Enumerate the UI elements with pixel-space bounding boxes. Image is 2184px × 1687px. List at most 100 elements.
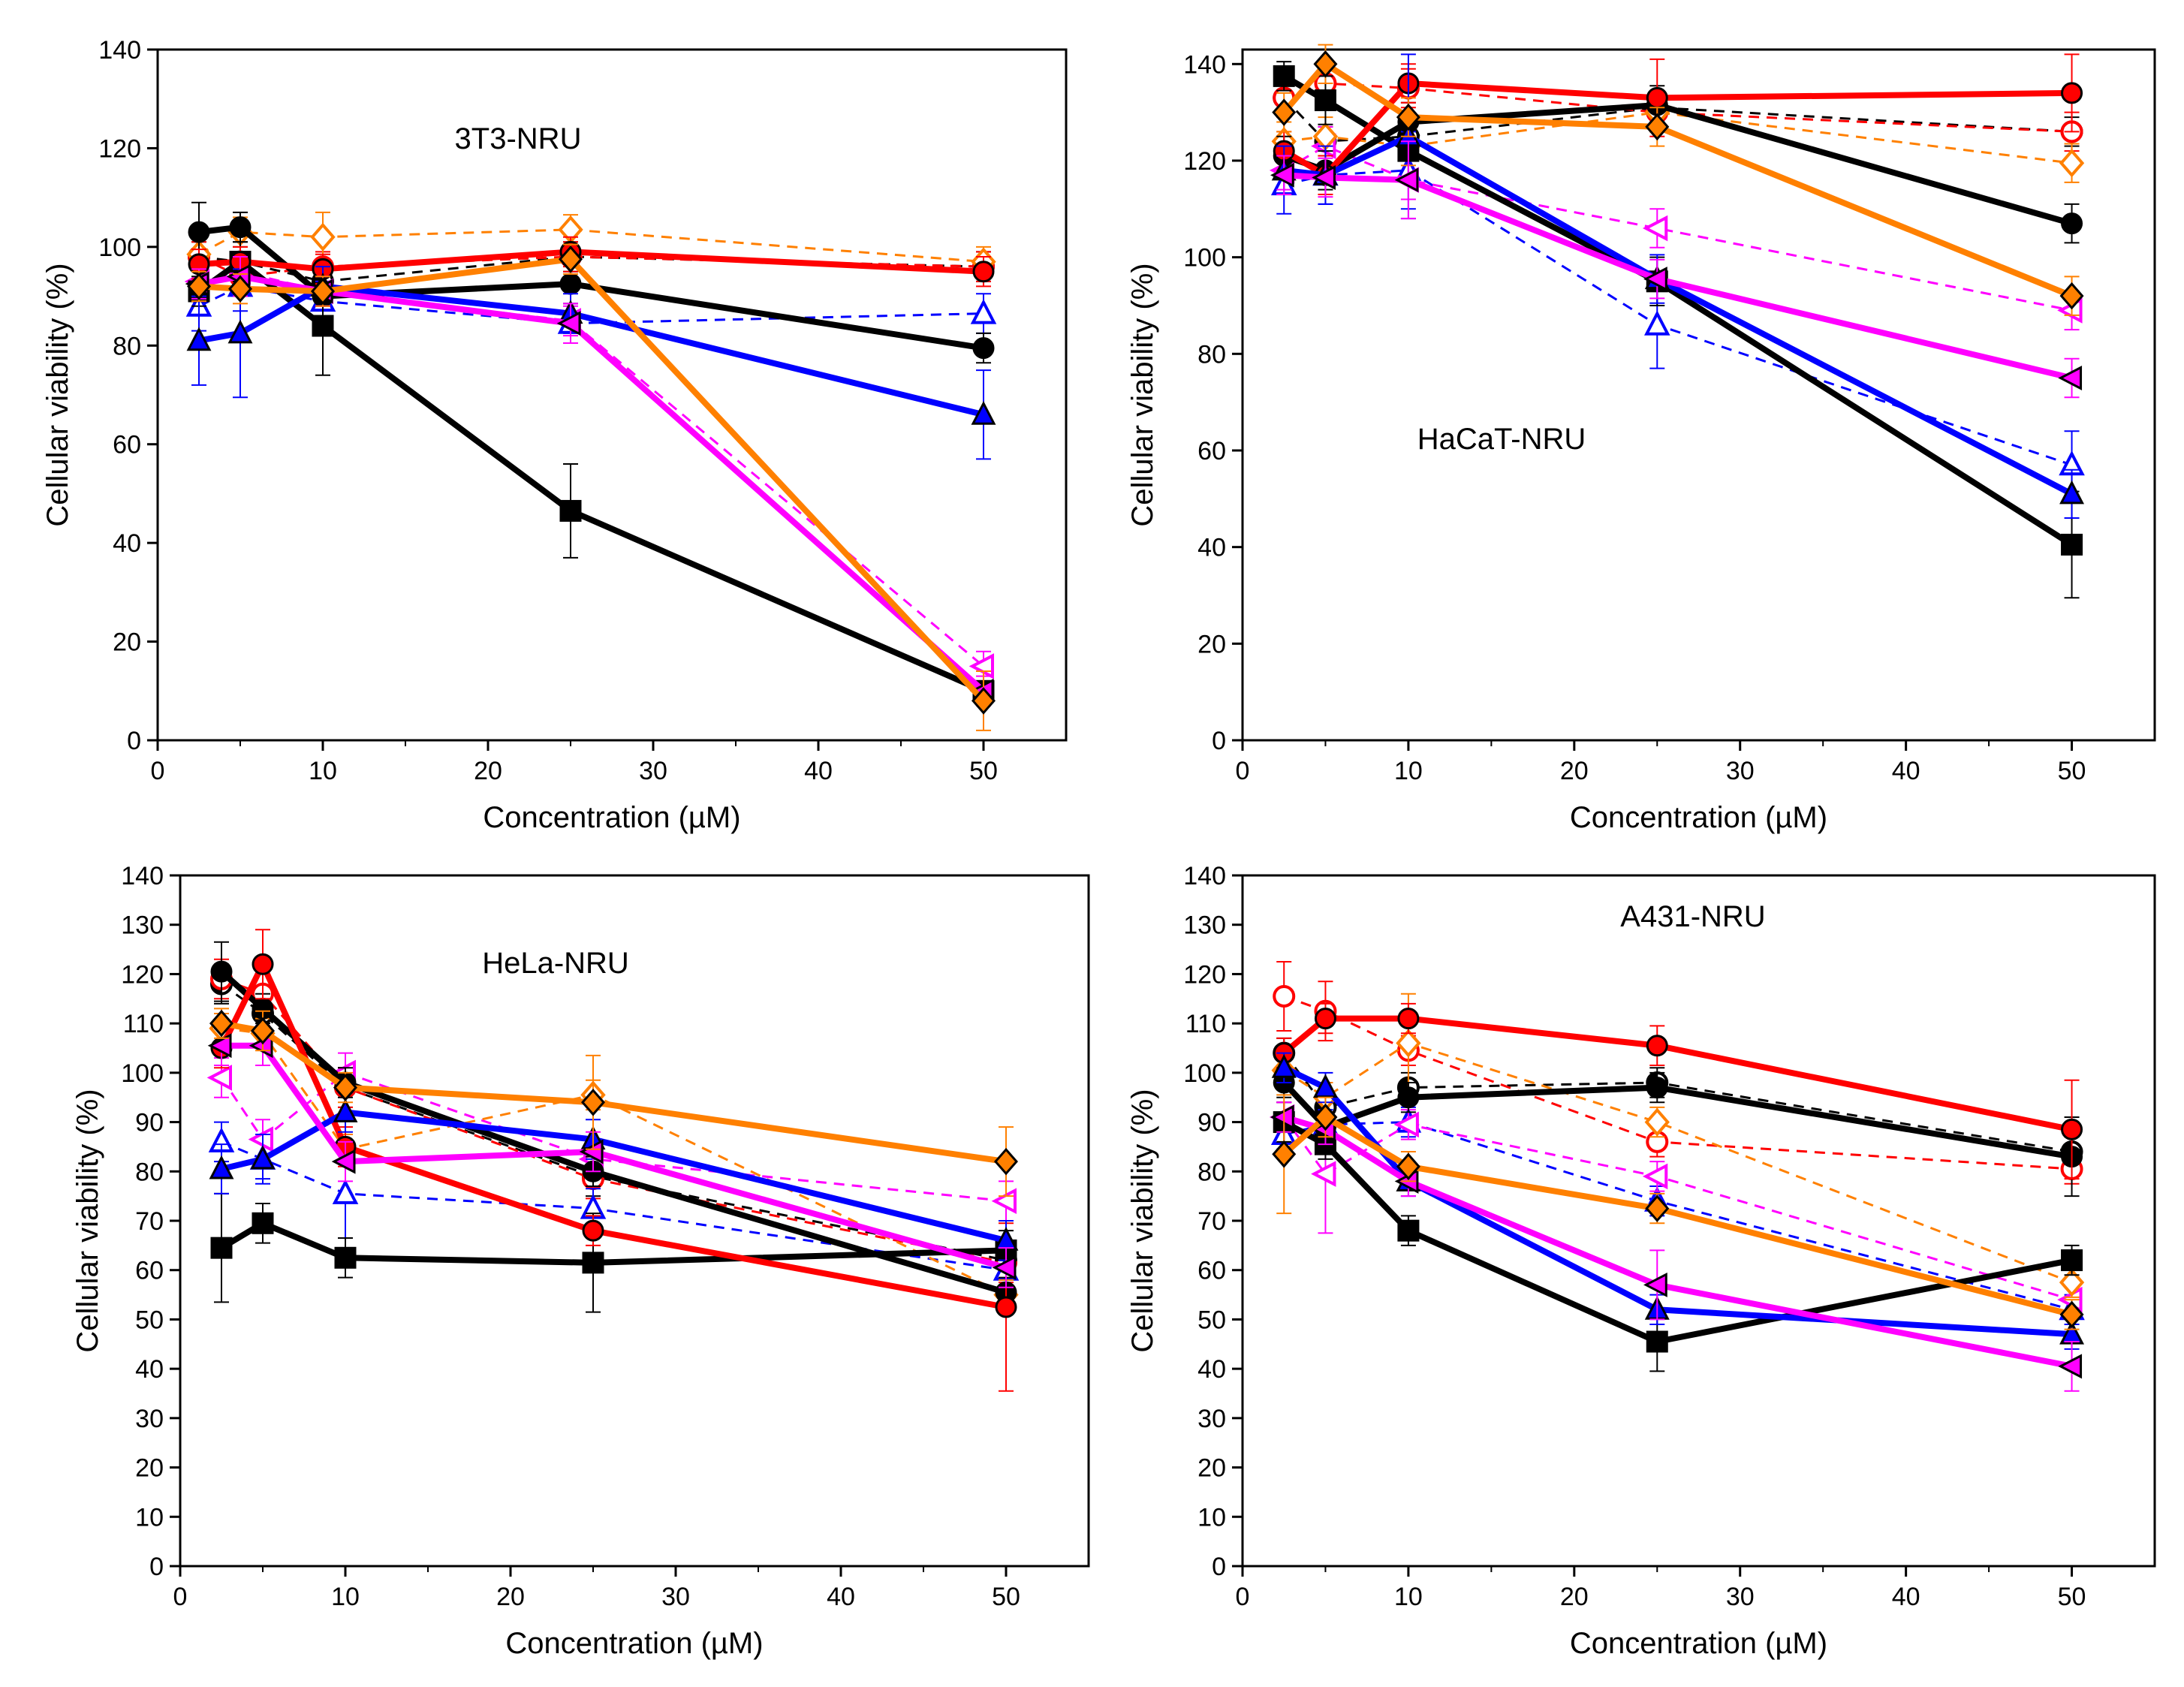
data-point-orange-diamond-solid <box>333 1074 357 1101</box>
y-tick-label: 100 <box>98 233 141 262</box>
x-tick-label: 50 <box>969 757 998 785</box>
data-point-red-circle-solid <box>995 1296 1017 1318</box>
data-point-black-square-solid <box>210 1237 233 1259</box>
x-tick-label: 10 <box>331 1583 360 1611</box>
data-point-red-circle-open <box>1273 985 1296 1008</box>
x-tick-label: 10 <box>1394 1583 1423 1611</box>
data-point-magenta-triangle-solid <box>556 311 581 336</box>
data-point-magenta-triangle-solid <box>2058 1354 2083 1379</box>
x-tick-label: 40 <box>827 1583 855 1611</box>
y-tick-label: 70 <box>1197 1207 1226 1236</box>
data-point-orange-diamond-solid <box>1272 98 1297 126</box>
y-tick-label: 60 <box>135 1257 164 1285</box>
y-tick-label: 20 <box>113 628 141 657</box>
y-tick-label: 60 <box>1197 1257 1226 1285</box>
x-tick-label: 20 <box>1560 1583 1589 1611</box>
data-point-blue-triangle-solid <box>2059 480 2085 505</box>
data-point-red-circle-solid <box>252 953 274 975</box>
x-tick-label: 10 <box>309 757 337 785</box>
y-tick-label: 40 <box>1197 534 1226 562</box>
data-point-orange-diamond-solid <box>251 1017 275 1045</box>
x-tick-label: 30 <box>639 757 667 785</box>
data-point-orange-diamond-solid <box>228 275 252 303</box>
data-point-orange-diamond-solid <box>311 277 335 306</box>
y-tick-label: 20 <box>1197 1454 1226 1483</box>
x-tick-label: 0 <box>173 1583 188 1611</box>
data-point-black-square-solid <box>312 315 334 337</box>
y-tick-label: 120 <box>1183 147 1226 176</box>
y-tick-label: 0 <box>1212 727 1226 755</box>
y-tick-label: 0 <box>127 727 141 755</box>
y-tick-label: 140 <box>121 862 164 890</box>
y-tick-label: 130 <box>1183 911 1226 940</box>
data-point-red-circle-solid <box>1646 1035 1668 1057</box>
data-point-orange-diamond-solid <box>559 246 583 273</box>
data-point-blue-triangle-solid <box>227 319 253 344</box>
x-tick-label: 10 <box>1394 757 1423 785</box>
data-point-orange-diamond-solid <box>187 273 211 300</box>
y-tick-label: 60 <box>113 431 141 459</box>
data-point-orange-diamond-solid <box>1645 113 1670 141</box>
y-tick-label: 120 <box>1183 960 1226 989</box>
data-point-magenta-triangle-solid <box>1270 1104 1294 1130</box>
data-point-red-circle-solid <box>2061 82 2083 104</box>
y-tick-label: 80 <box>113 332 141 360</box>
y-tick-label: 10 <box>135 1503 164 1532</box>
data-point-black-circle-solid <box>188 221 210 243</box>
x-axis-label: Concentration (µM) <box>505 1627 763 1660</box>
x-tick-label: 40 <box>1892 1583 1920 1611</box>
data-point-orange-diamond-open <box>1644 1107 1670 1137</box>
y-tick-label: 0 <box>1212 1553 1226 1581</box>
data-point-blue-triangle-open <box>332 1179 359 1204</box>
data-point-blue-triangle-open <box>970 299 997 324</box>
y-tick-label: 140 <box>1183 50 1226 79</box>
data-point-blue-triangle-solid <box>971 401 996 425</box>
y-tick-label: 40 <box>113 529 141 558</box>
x-tick-label: 20 <box>496 1583 525 1611</box>
data-point-blue-triangle-solid <box>209 1155 234 1179</box>
x-axis-label: Concentration (µM) <box>1570 801 1827 834</box>
x-tick-label: 50 <box>992 1583 1020 1611</box>
data-point-black-square-solid <box>2061 533 2083 556</box>
x-tick-label: 40 <box>1892 757 1920 785</box>
y-tick-label: 20 <box>135 1454 164 1483</box>
series-orange-diamond-solid <box>187 243 996 731</box>
panel-title: HaCaT-NRU <box>1417 423 1586 456</box>
data-point-magenta-triangle-solid <box>2058 366 2083 390</box>
data-point-orange-diamond-solid <box>209 1009 233 1038</box>
data-point-black-square-solid <box>252 1212 274 1234</box>
data-point-orange-diamond-open <box>1396 1029 1421 1058</box>
data-point-magenta-triangle-solid <box>1270 162 1294 188</box>
y-tick-label: 120 <box>98 134 141 163</box>
data-point-magenta-triangle-solid <box>1643 267 1667 292</box>
y-tick-label: 120 <box>121 960 164 989</box>
y-tick-label: 0 <box>149 1553 164 1581</box>
x-tick-label: 40 <box>804 757 833 785</box>
panel-hela-nru: 0 10 20 30 40 50 0 10 20 30 40 50 60 70 80 90 100 110 120 1… <box>71 862 1090 1660</box>
data-point-red-circle-solid <box>972 261 995 283</box>
y-axis-label: Cellular viability (%) <box>41 263 74 526</box>
data-point-blue-triangle-open <box>1643 310 1670 336</box>
data-point-magenta-triangle-solid <box>992 1255 1017 1280</box>
data-point-black-square-solid <box>1273 65 1295 87</box>
data-point-red-circle-solid <box>582 1219 604 1242</box>
data-point-magenta-triangle-solid <box>579 1139 604 1164</box>
data-point-blue-triangle-solid <box>333 1098 358 1122</box>
y-tick-label: 80 <box>1197 340 1226 369</box>
y-tick-label: 100 <box>121 1059 164 1088</box>
data-point-magenta-triangle-solid <box>331 1149 356 1174</box>
series-orange-diamond-solid <box>209 1008 1018 1197</box>
y-tick-label: 110 <box>1185 1010 1226 1038</box>
data-point-blue-triangle-solid <box>1312 1074 1338 1098</box>
y-tick-label: 50 <box>1197 1306 1226 1334</box>
series-blue-triangle-solid <box>209 1092 1019 1261</box>
data-point-black-circle-solid <box>559 273 582 295</box>
data-point-magenta-triangle-open <box>1311 1161 1336 1187</box>
x-tick-label: 50 <box>2058 1583 2086 1611</box>
series-line <box>1283 97 2072 143</box>
data-point-red-circle-solid <box>2061 1118 2083 1140</box>
series-orange-diamond-solid <box>1272 1094 2084 1330</box>
y-tick-label: 80 <box>1197 1158 1226 1186</box>
data-point-black-circle-solid <box>2061 212 2083 235</box>
